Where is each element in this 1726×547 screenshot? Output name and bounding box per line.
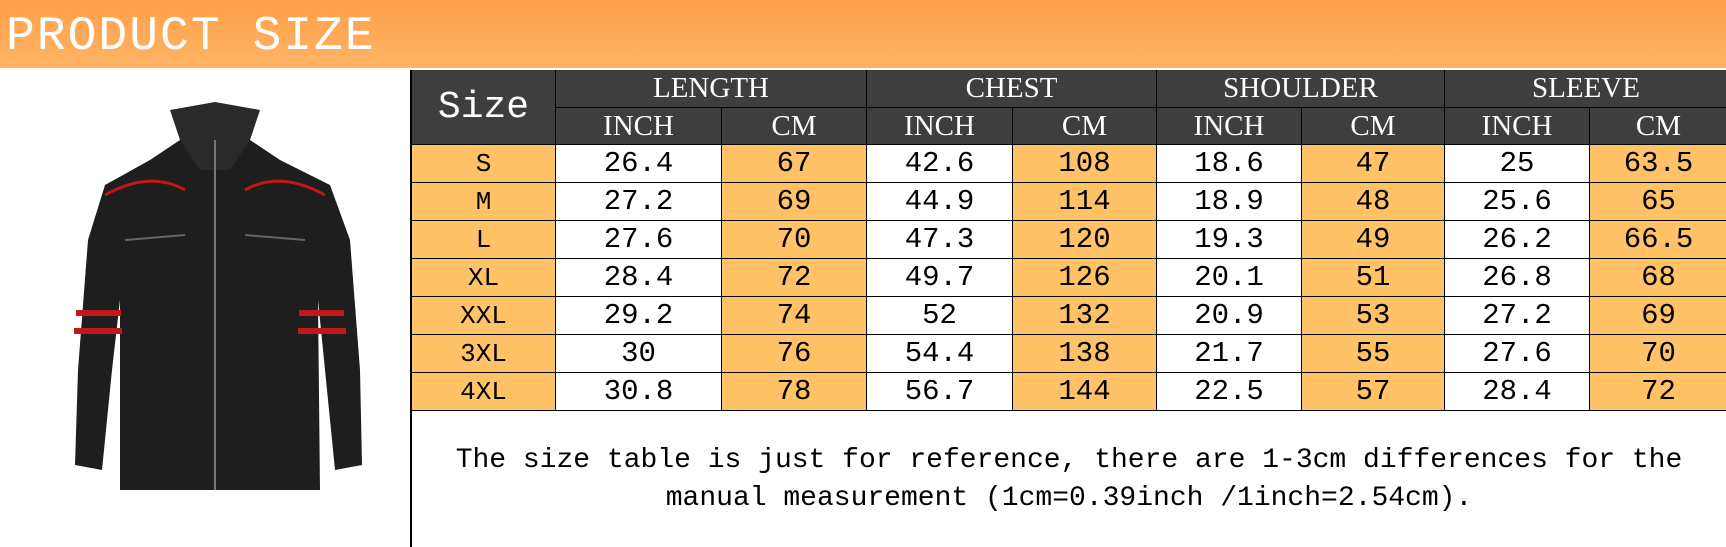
value-cell: 19.3 <box>1157 221 1302 259</box>
value-cell: 70 <box>722 221 867 259</box>
value-cell: 42.6 <box>867 145 1013 183</box>
size-cell: 3XL <box>412 335 556 373</box>
size-cell: M <box>412 183 556 221</box>
group-header: LENGTH <box>556 70 867 108</box>
value-cell: 114 <box>1013 183 1157 221</box>
value-cell: 57 <box>1302 373 1445 411</box>
value-cell: 20.1 <box>1157 259 1302 297</box>
unit-header: INCH <box>1445 108 1590 145</box>
size-header: Size <box>412 70 556 145</box>
group-header: CHEST <box>867 70 1157 108</box>
value-cell: 78 <box>722 373 867 411</box>
value-cell: 28.4 <box>556 259 722 297</box>
value-cell: 18.6 <box>1157 145 1302 183</box>
value-cell: 21.7 <box>1157 335 1302 373</box>
value-cell: 44.9 <box>867 183 1013 221</box>
value-cell: 47.3 <box>867 221 1013 259</box>
banner-title: PRODUCT SIZE <box>6 10 376 64</box>
value-cell: 63.5 <box>1590 145 1726 183</box>
value-cell: 51 <box>1302 259 1445 297</box>
size-cell: L <box>412 221 556 259</box>
value-cell: 108 <box>1013 145 1157 183</box>
value-cell: 52 <box>867 297 1013 335</box>
value-cell: 132 <box>1013 297 1157 335</box>
value-cell: 27.2 <box>556 183 722 221</box>
value-cell: 29.2 <box>556 297 722 335</box>
value-cell: 27.2 <box>1445 297 1590 335</box>
unit-header: CM <box>1590 108 1726 145</box>
value-cell: 30.8 <box>556 373 722 411</box>
value-cell: 26.4 <box>556 145 722 183</box>
group-header: SLEEVE <box>1445 70 1726 108</box>
value-cell: 69 <box>722 183 867 221</box>
size-cell: XXL <box>412 297 556 335</box>
value-cell: 25 <box>1445 145 1590 183</box>
value-cell: 18.9 <box>1157 183 1302 221</box>
value-cell: 25.6 <box>1445 183 1590 221</box>
value-cell: 70 <box>1590 335 1726 373</box>
value-cell: 120 <box>1013 221 1157 259</box>
value-cell: 49.7 <box>867 259 1013 297</box>
group-header: SHOULDER <box>1157 70 1445 108</box>
value-cell: 26.8 <box>1445 259 1590 297</box>
unit-header: CM <box>722 108 867 145</box>
value-cell: 48 <box>1302 183 1445 221</box>
value-cell: 56.7 <box>867 373 1013 411</box>
size-table: Size LENGTH CHEST SHOULDER SLEEVE INCH CM INCH C… <box>410 70 1726 547</box>
value-cell: 30 <box>556 335 722 373</box>
value-cell: 27.6 <box>556 221 722 259</box>
size-cell: S <box>412 145 556 183</box>
value-cell: 47 <box>1302 145 1445 183</box>
value-cell: 20.9 <box>1157 297 1302 335</box>
unit-header: INCH <box>1157 108 1302 145</box>
unit-header: CM <box>1302 108 1445 145</box>
value-cell: 53 <box>1302 297 1445 335</box>
value-cell: 49 <box>1302 221 1445 259</box>
value-cell: 66.5 <box>1590 221 1726 259</box>
value-cell: 22.5 <box>1157 373 1302 411</box>
value-cell: 27.6 <box>1445 335 1590 373</box>
unit-header: INCH <box>867 108 1013 145</box>
unit-header: INCH <box>556 108 722 145</box>
value-cell: 68 <box>1590 259 1726 297</box>
value-cell: 26.2 <box>1445 221 1590 259</box>
value-cell: 74 <box>722 297 867 335</box>
value-cell: 144 <box>1013 373 1157 411</box>
banner: PRODUCT SIZE <box>0 0 1726 68</box>
value-cell: 67 <box>722 145 867 183</box>
value-cell: 54.4 <box>867 335 1013 373</box>
value-cell: 138 <box>1013 335 1157 373</box>
value-cell: 65 <box>1590 183 1726 221</box>
value-cell: 69 <box>1590 297 1726 335</box>
value-cell: 55 <box>1302 335 1445 373</box>
value-cell: 28.4 <box>1445 373 1590 411</box>
unit-header: CM <box>1013 108 1157 145</box>
value-cell: 72 <box>722 259 867 297</box>
note: The size table is just for reference, th… <box>455 444 1683 514</box>
value-cell: 126 <box>1013 259 1157 297</box>
jacket-image <box>74 102 362 490</box>
value-cell: 72 <box>1590 373 1726 411</box>
size-cell: XL <box>412 259 556 297</box>
value-cell: 76 <box>722 335 867 373</box>
size-cell: 4XL <box>412 373 556 411</box>
